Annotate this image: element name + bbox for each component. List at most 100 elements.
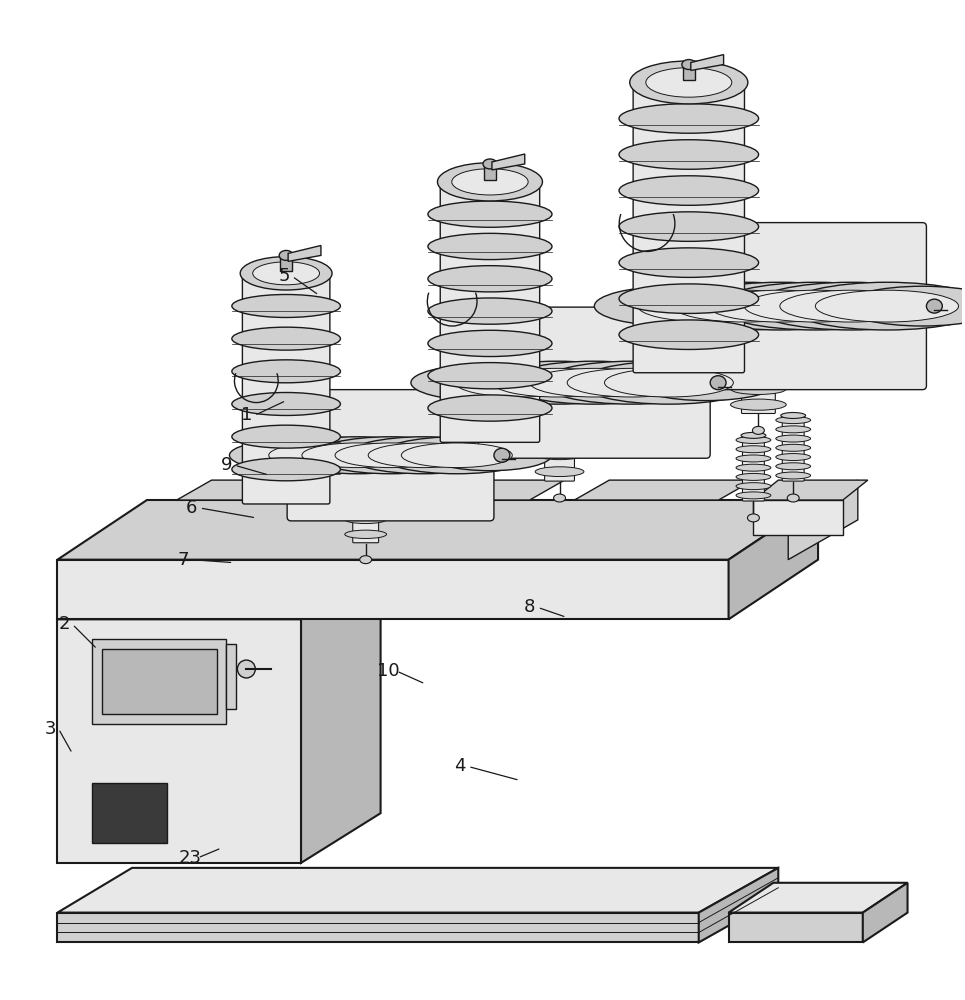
- Ellipse shape: [776, 472, 811, 479]
- FancyBboxPatch shape: [440, 180, 539, 442]
- Ellipse shape: [232, 425, 341, 448]
- Ellipse shape: [776, 426, 811, 433]
- Polygon shape: [301, 570, 380, 863]
- Ellipse shape: [427, 201, 552, 227]
- Ellipse shape: [505, 361, 684, 404]
- Ellipse shape: [736, 492, 771, 499]
- Ellipse shape: [738, 313, 779, 323]
- Ellipse shape: [345, 500, 387, 509]
- Ellipse shape: [635, 365, 778, 401]
- Ellipse shape: [748, 514, 759, 522]
- Polygon shape: [492, 154, 525, 170]
- Ellipse shape: [604, 368, 733, 397]
- Polygon shape: [788, 480, 858, 560]
- Ellipse shape: [776, 454, 811, 461]
- FancyBboxPatch shape: [633, 80, 744, 373]
- Polygon shape: [699, 868, 779, 942]
- Ellipse shape: [776, 435, 811, 442]
- Ellipse shape: [536, 450, 584, 460]
- Ellipse shape: [619, 320, 758, 349]
- Ellipse shape: [753, 426, 764, 434]
- Ellipse shape: [427, 395, 552, 421]
- Polygon shape: [93, 783, 167, 843]
- Ellipse shape: [240, 257, 332, 290]
- Ellipse shape: [731, 368, 786, 379]
- FancyBboxPatch shape: [288, 390, 494, 521]
- Ellipse shape: [579, 361, 758, 404]
- Ellipse shape: [787, 282, 965, 330]
- Ellipse shape: [776, 417, 811, 424]
- Ellipse shape: [736, 464, 771, 471]
- Ellipse shape: [468, 361, 647, 404]
- FancyBboxPatch shape: [783, 414, 804, 481]
- Ellipse shape: [428, 440, 552, 471]
- Ellipse shape: [494, 448, 510, 462]
- Ellipse shape: [776, 463, 811, 470]
- Ellipse shape: [380, 437, 534, 474]
- Ellipse shape: [232, 294, 341, 317]
- Polygon shape: [289, 245, 321, 261]
- Ellipse shape: [776, 444, 811, 451]
- Ellipse shape: [619, 284, 758, 313]
- Ellipse shape: [752, 282, 951, 330]
- Bar: [484, 166, 496, 180]
- Polygon shape: [58, 868, 779, 913]
- Ellipse shape: [736, 446, 771, 453]
- Ellipse shape: [345, 515, 387, 524]
- Ellipse shape: [674, 290, 816, 322]
- Ellipse shape: [731, 336, 786, 347]
- Ellipse shape: [302, 443, 413, 468]
- Ellipse shape: [536, 467, 584, 477]
- Polygon shape: [729, 500, 818, 619]
- Ellipse shape: [736, 473, 771, 480]
- Ellipse shape: [731, 352, 786, 363]
- FancyBboxPatch shape: [242, 271, 330, 504]
- Polygon shape: [227, 644, 236, 709]
- Ellipse shape: [815, 290, 958, 322]
- Ellipse shape: [369, 443, 480, 468]
- Ellipse shape: [237, 660, 256, 678]
- Bar: [280, 257, 292, 271]
- Ellipse shape: [430, 361, 609, 404]
- Ellipse shape: [594, 286, 754, 326]
- Polygon shape: [93, 639, 227, 724]
- Ellipse shape: [247, 437, 401, 474]
- FancyBboxPatch shape: [353, 466, 378, 543]
- Ellipse shape: [281, 437, 434, 474]
- Ellipse shape: [610, 282, 809, 330]
- Ellipse shape: [427, 363, 552, 389]
- Polygon shape: [691, 55, 724, 70]
- Text: 7: 7: [178, 551, 189, 569]
- Polygon shape: [574, 480, 754, 500]
- Ellipse shape: [452, 169, 528, 195]
- Ellipse shape: [741, 432, 766, 438]
- Polygon shape: [754, 500, 842, 535]
- Ellipse shape: [619, 176, 758, 205]
- FancyBboxPatch shape: [544, 395, 574, 481]
- Polygon shape: [863, 883, 907, 942]
- Ellipse shape: [427, 266, 552, 292]
- Ellipse shape: [682, 60, 696, 69]
- Polygon shape: [58, 500, 818, 560]
- Ellipse shape: [926, 299, 943, 313]
- Text: 9: 9: [221, 456, 233, 474]
- Text: 2: 2: [59, 615, 70, 633]
- Ellipse shape: [279, 250, 293, 260]
- Text: 6: 6: [186, 499, 198, 517]
- Ellipse shape: [619, 140, 758, 169]
- Ellipse shape: [709, 290, 852, 322]
- Polygon shape: [729, 913, 863, 942]
- FancyBboxPatch shape: [742, 434, 764, 501]
- Polygon shape: [380, 480, 565, 500]
- Ellipse shape: [530, 368, 659, 397]
- Ellipse shape: [542, 361, 721, 404]
- Text: 23: 23: [179, 849, 201, 867]
- Text: 3: 3: [44, 720, 56, 738]
- Ellipse shape: [619, 212, 758, 241]
- Text: 10: 10: [377, 662, 400, 680]
- Ellipse shape: [455, 368, 584, 397]
- Ellipse shape: [630, 61, 748, 104]
- Ellipse shape: [619, 104, 758, 133]
- Polygon shape: [58, 913, 699, 942]
- Ellipse shape: [427, 330, 552, 357]
